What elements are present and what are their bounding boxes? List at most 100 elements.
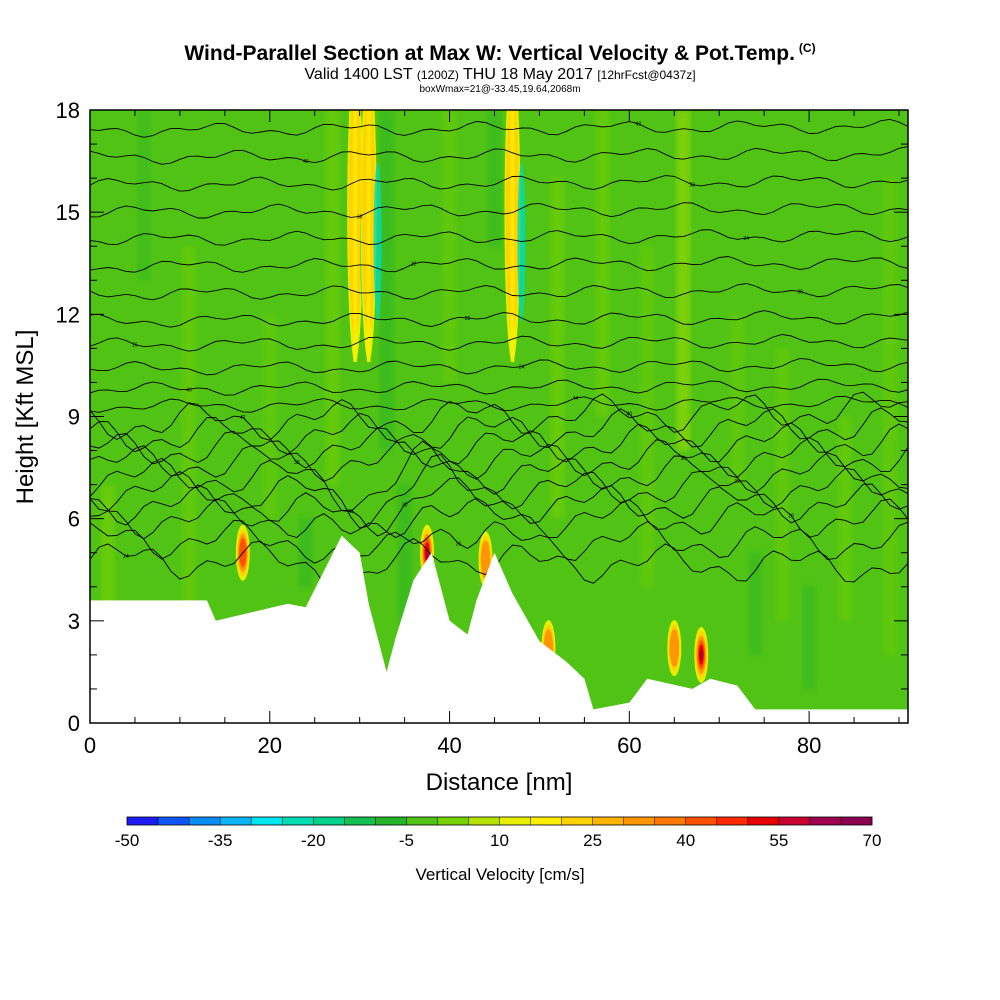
texture-streak [883,178,898,655]
core-band [425,547,429,559]
texture-streak [325,110,340,485]
isentrope-line [90,118,908,138]
core-band [699,649,703,661]
colorbar-tick-label: 55 [769,831,788,850]
utc-time: (1200Z) [416,68,459,82]
isentrope-label: 32 [734,479,740,485]
isentrope-line [90,407,908,455]
core-band [480,540,491,579]
core-band [517,162,526,323]
isentrope-line [90,537,908,594]
isentrope-line [90,477,908,537]
isentrope-label: 24 [123,554,129,560]
box-wmax-info: boxWmax=21@-33.45,19.64,2068m [419,84,581,95]
texture-streak [550,178,565,519]
plot-area: 24 26 28 30 32 34 36 38 40 42 44 46 24 26 28 30 32 34 36 38… [90,110,908,723]
colorbar-tick-label: -50 [115,831,140,850]
core-band [353,110,358,363]
texture-streak [379,110,394,451]
colorbar-swatch [375,817,407,825]
colorbar-swatch [530,817,562,825]
texture-streak [136,110,151,281]
isentrope-label: 34 [743,236,749,242]
texture-streak [802,586,817,689]
isentrope-label: 36 [680,456,686,462]
isentrope-line [90,391,908,441]
colorbar-swatch [561,817,593,825]
y-tick-label: 9 [68,405,80,430]
colorbar-swatch [592,817,624,825]
texture-streak [640,246,655,587]
isentrope-label: 26 [456,542,462,548]
x-tick-label: 60 [617,733,641,758]
isentrope-line [90,256,908,273]
isentrope-line [90,358,908,376]
updraft-core [360,110,382,363]
colorbar-tick-label: 25 [583,831,602,850]
colorbar-swatch [189,817,221,825]
texture-streak [397,484,412,621]
isentrope-label: 40 [303,159,309,165]
colorbar-swatch [716,817,749,825]
colorbar-title: Vertical Velocity [cm/s] [415,865,584,884]
isentrope-label: 44 [573,396,579,402]
colorbar-swatch [313,817,345,825]
colorbar-swatch [158,817,190,825]
isentrope-line [90,283,908,301]
updraft-core [667,620,682,677]
updraft-core [504,110,526,363]
isentrope-label: 38 [689,183,695,189]
colorbar-swatch [220,817,252,825]
y-tick-label: 12 [56,302,80,327]
isentrope-label: 46 [186,387,192,393]
colorbar-swatch [778,817,811,825]
colorbar: -50 -35 -20 -5 10 25 40 55 70 [115,816,881,850]
chart-title: Wind-Parallel Section at Max W: Vertical… [184,42,795,65]
isentrope-label: 28 [465,316,471,322]
valid-date: THU 18 May 2017 [463,66,593,83]
y-tick-label: 3 [68,609,80,634]
isentrope-line [90,497,908,540]
colorbar-swatch [809,817,842,825]
colorbar-swatch [499,817,531,825]
isentrope-line [90,453,908,529]
y-tick-label: 6 [68,507,80,532]
potential-temperature-contours: 24 26 28 30 32 34 36 38 40 42 44 46 24 26 28 30 32 34 36 38… [90,118,908,594]
texture-streak [262,314,277,519]
x-tick-label: 0 [84,733,96,758]
colorbar-swatch [344,817,376,825]
y-tick-label: 15 [56,200,80,225]
isentrope-line [90,378,908,396]
isentrope-label: 26 [132,343,138,349]
texture-streak [181,246,196,655]
colorbar-tick-label: 10 [490,831,509,850]
colorbar-swatch [437,817,469,825]
isentrope-label: 32 [411,262,417,268]
forecast-info: [12hrFcst@0437z] [597,68,696,82]
isentrope-line [90,202,908,219]
updraft-core [694,626,709,683]
isentrope-label: 30 [402,503,408,509]
colorbar-swatch [654,817,687,825]
isentrope-line [90,422,908,469]
isentrope-label: 34 [348,510,354,516]
isentrope-line [90,440,908,513]
core-band [510,110,515,363]
colorbar-tick-label: -20 [301,831,326,850]
terrain-mask [90,535,908,723]
colorbar-swatch [623,817,656,825]
x-tick-label: 40 [437,733,461,758]
texture-streak [730,314,745,485]
colorbar-swatch [251,817,283,825]
texture-streak [676,110,691,451]
colorbar-swatch [840,817,873,825]
valid-time: Valid 1400 LST [304,66,413,83]
isentrope-line [90,229,908,246]
core-band [373,162,382,323]
core-band [366,110,371,363]
x-tick-label: 20 [258,733,282,758]
isentrope-label: 42 [636,121,642,127]
texture-streak [298,518,313,587]
